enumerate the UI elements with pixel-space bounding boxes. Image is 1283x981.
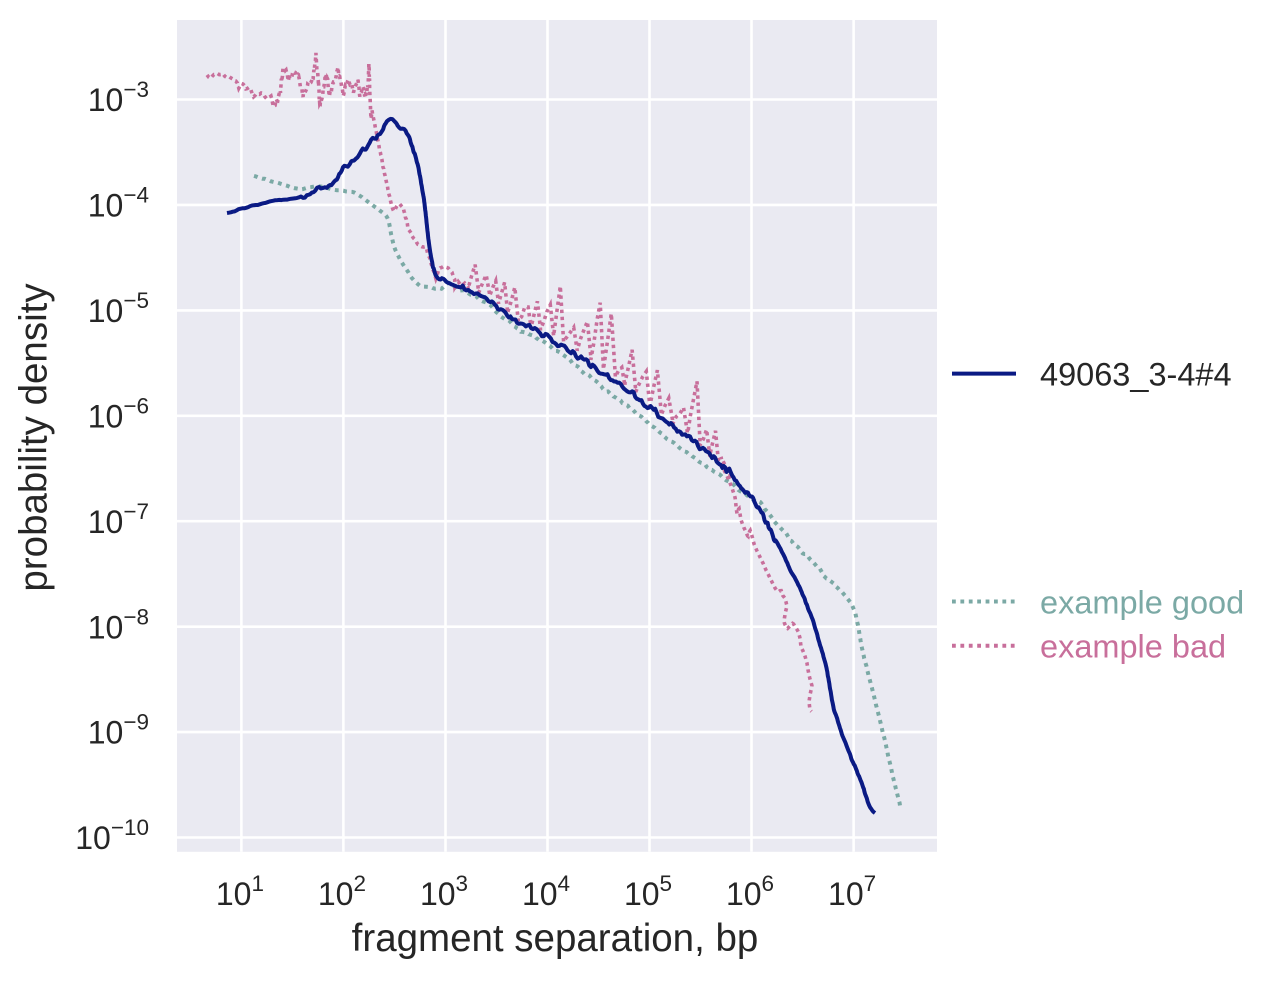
svg-text:example bad: example bad <box>1040 629 1226 665</box>
svg-text:10−9: 10−9 <box>88 710 149 751</box>
svg-text:fragment separation, bp: fragment separation, bp <box>352 917 759 960</box>
svg-text:107: 107 <box>828 871 876 912</box>
svg-text:49063_3-4#4: 49063_3-4#4 <box>1040 357 1232 393</box>
svg-text:106: 106 <box>726 871 774 912</box>
svg-text:probability density: probability density <box>13 283 56 592</box>
svg-text:example good: example good <box>1040 584 1244 620</box>
svg-text:10−7: 10−7 <box>88 499 149 540</box>
